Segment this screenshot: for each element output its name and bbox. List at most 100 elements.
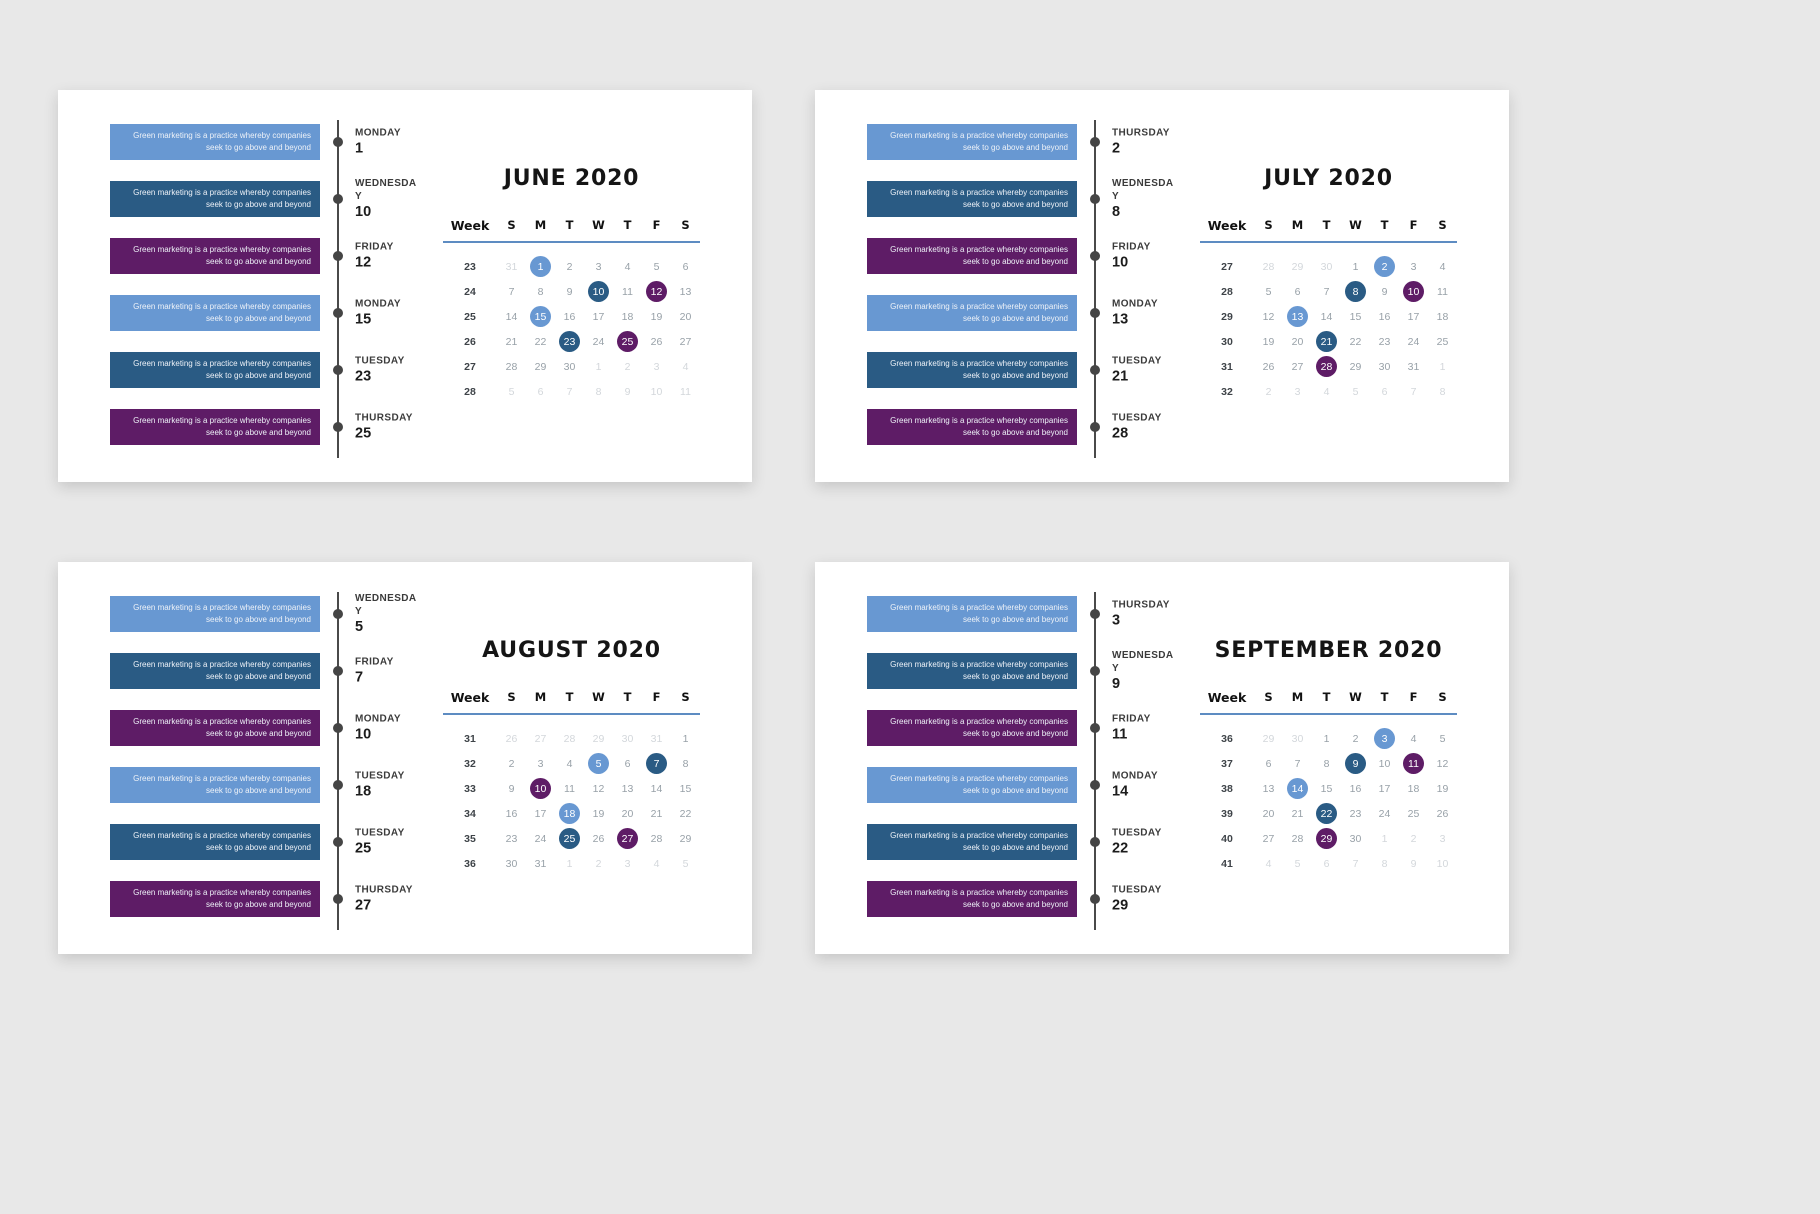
event-box: Green marketing is a practice whereby co… [867, 881, 1077, 917]
event-text: Green marketing is a practice whereby co… [890, 716, 1068, 738]
calendar-day-cell: 4 [1323, 385, 1330, 398]
calendar-week-row: 31 26 27 28 29 30 31 1 [443, 726, 700, 751]
event-text: Green marketing is a practice whereby co… [890, 602, 1068, 624]
calendar-day-cell: 22 [1349, 335, 1362, 348]
event-box: Green marketing is a practice whereby co… [110, 710, 320, 746]
calendar-day-cell: 10 [584, 279, 613, 304]
calendar-week-row: 40 27 28 29 30 1 2 3 [1200, 826, 1457, 851]
event-date-circle: 3 [1374, 728, 1395, 749]
calendar-day-cell: 25 [555, 826, 584, 851]
week-column-header: Week [450, 690, 490, 705]
event-label: MONDAY 14 [1112, 770, 1174, 801]
week-number: 41 [1221, 857, 1233, 870]
timeline-dot [333, 894, 343, 904]
event-text: Green marketing is a practice whereby co… [890, 830, 1068, 852]
week-column-header: Week [1207, 690, 1247, 705]
event-day-name: TUESDAY [355, 770, 405, 782]
week-number: 23 [464, 260, 476, 273]
calendar-day-cell: 25 [613, 329, 642, 354]
calendar-header-underline [1200, 713, 1457, 715]
calendar-day-cell: 5 [1294, 857, 1301, 870]
calendar-day-cell: 2 [1352, 732, 1359, 745]
calendar-day-cell: 3 [1439, 832, 1446, 845]
weekday-header: W [592, 218, 605, 232]
calendar-slide-card: JULY 2020 Week S M T W T F S 27 28 29 30 1 2 3 4 28 5 6 7 8… [815, 90, 1509, 482]
calendar-day-cell: 26 [650, 335, 663, 348]
weekday-header: T [1380, 218, 1389, 232]
event-label: THURSDAY 3 [1112, 599, 1174, 630]
calendar-header-row: Week S M T W T F S [443, 218, 700, 233]
event-text: Green marketing is a practice whereby co… [890, 301, 1068, 323]
event-text: Green marketing is a practice whereby co… [890, 659, 1068, 681]
event-box: Green marketing is a practice whereby co… [110, 767, 320, 803]
event-date-circle: 9 [1345, 753, 1366, 774]
event-date-circle: 12 [646, 281, 667, 302]
calendar-header-underline [1200, 241, 1457, 243]
event-date-circle: 10 [588, 281, 609, 302]
event-label: TUESDAY 28 [1112, 412, 1174, 443]
calendar-week-row: 25 14 15 16 17 18 19 20 [443, 304, 700, 329]
calendar-day-cell: 11 [622, 285, 633, 298]
event-label: FRIDAY 7 [355, 656, 417, 687]
weekday-header: W [1349, 218, 1362, 232]
calendar-header-underline [443, 713, 700, 715]
calendar-day-cell: 13 [621, 782, 634, 795]
calendar-day-cell: 5 [1352, 385, 1359, 398]
event-day-number: 22 [1112, 840, 1129, 857]
calendar-slide-card: SEPTEMBER 2020 Week S M T W T F S 36 29 30 1 2 3 4 5 37… [815, 562, 1509, 954]
event-day-number: 25 [355, 840, 372, 857]
week-number: 24 [464, 285, 476, 298]
event-text: Green marketing is a practice whereby co… [890, 130, 1068, 152]
calendar-day-cell: 3 [624, 857, 631, 870]
calendar-day-cell: 29 [1349, 360, 1362, 373]
calendar-week-row: 28 5 6 7 8 9 10 11 [1200, 279, 1457, 304]
timeline-dot [333, 365, 343, 375]
weekday-header: W [592, 690, 605, 704]
calendar-grid: 27 28 29 30 1 2 3 4 28 5 6 7 8 9 10 11 29 12 13 14 15 16 17 18 3… [1200, 254, 1457, 404]
calendar-day-cell: 6 [624, 757, 631, 770]
calendar-day-cell: 15 [526, 304, 555, 329]
event-box: Green marketing is a practice whereby co… [867, 710, 1077, 746]
event-date-circle: 2 [1374, 256, 1395, 277]
event-box: Green marketing is a practice whereby co… [867, 181, 1077, 217]
calendar-day-cell: 6 [1294, 285, 1301, 298]
event-date-circle: 22 [1316, 803, 1337, 824]
weekday-header: S [681, 690, 690, 704]
event-day-number: 14 [1112, 783, 1129, 800]
calendar-day-cell: 7 [642, 751, 671, 776]
week-number: 38 [1221, 782, 1233, 795]
event-day-number: 27 [355, 897, 372, 914]
event-date-circle: 25 [617, 331, 638, 352]
event-text: Green marketing is a practice whereby co… [890, 773, 1068, 795]
calendar-header-row: Week S M T W T F S [1200, 690, 1457, 705]
event-day-number: 2 [1112, 140, 1121, 157]
weekday-header: F [1409, 218, 1418, 232]
event-text: Green marketing is a practice whereby co… [133, 130, 311, 152]
event-day-name: WEDNESDAY [355, 593, 417, 618]
event-day-name: MONDAY [355, 713, 401, 725]
calendar-day-cell: 8 [1323, 757, 1330, 770]
calendar-day-cell: 8 [682, 757, 689, 770]
timeline-dot [333, 422, 343, 432]
event-day-name: FRIDAY [1112, 241, 1151, 253]
event-label: WEDNESDAY 8 [1112, 177, 1174, 221]
calendar-day-cell: 28 [1312, 354, 1341, 379]
event-day-name: MONDAY [355, 298, 401, 310]
calendar-day-cell: 23 [505, 832, 518, 845]
calendar-day-cell: 2 [624, 360, 631, 373]
calendar-day-cell: 11 [1399, 751, 1428, 776]
event-text: Green marketing is a practice whereby co… [133, 244, 311, 266]
calendar-day-cell: 12 [642, 279, 671, 304]
event-box: Green marketing is a practice whereby co… [867, 124, 1077, 160]
event-label: TUESDAY 29 [1112, 884, 1174, 915]
calendar-day-cell: 30 [621, 732, 634, 745]
weekday-header: S [681, 218, 690, 232]
calendar-day-cell: 20 [621, 807, 634, 820]
calendar-day-cell: 3 [653, 360, 660, 373]
timeline-line [1094, 120, 1096, 458]
calendar-day-cell: 15 [1349, 310, 1362, 323]
calendar-day-cell: 30 [563, 360, 576, 373]
calendar-day-cell: 18 [1436, 310, 1449, 323]
event-day-number: 28 [1112, 425, 1129, 442]
calendar-day-cell: 28 [1291, 832, 1304, 845]
